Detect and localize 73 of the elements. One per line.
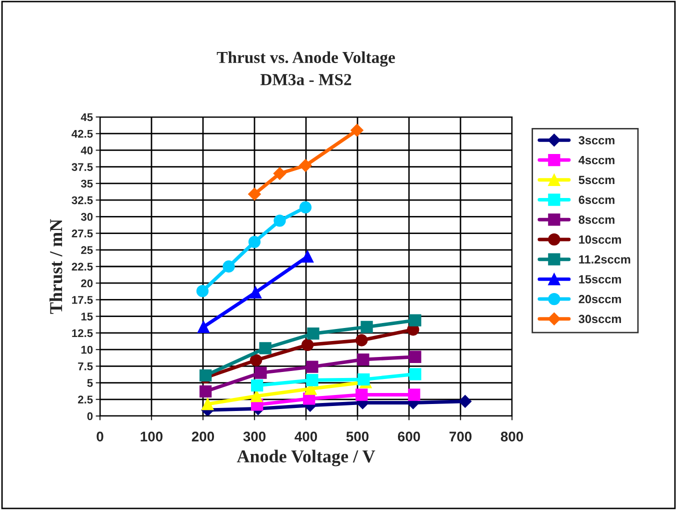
y-tick-label: 27.5 bbox=[72, 230, 93, 238]
legend-label: 30sccm bbox=[578, 314, 621, 324]
y-tick-label: 45 bbox=[80, 113, 93, 122]
y-tick-label: 17.5 bbox=[72, 296, 93, 304]
legend-label: 5sccm bbox=[578, 176, 614, 184]
point bbox=[301, 338, 314, 351]
point bbox=[250, 354, 262, 366]
point bbox=[200, 385, 212, 398]
y-tick-label: 5 bbox=[87, 379, 93, 387]
legend-label: 20sccm bbox=[578, 294, 621, 304]
point bbox=[222, 260, 235, 273]
x-tick-label: 200 bbox=[192, 432, 214, 442]
point bbox=[409, 314, 422, 326]
y-tick-label: 10 bbox=[81, 346, 93, 354]
x-tick-label: 300 bbox=[243, 432, 266, 442]
x-tick-label: 500 bbox=[346, 432, 369, 442]
point bbox=[408, 388, 420, 401]
x-axis-title: Anode Voltage / V bbox=[236, 450, 376, 466]
point bbox=[458, 394, 472, 408]
point bbox=[254, 366, 267, 379]
x-tick-label: 100 bbox=[140, 432, 163, 442]
point bbox=[301, 250, 314, 263]
y-tick-label: 15 bbox=[81, 312, 93, 320]
point bbox=[306, 360, 318, 373]
point bbox=[273, 167, 286, 180]
legend-label: 8sccm bbox=[578, 216, 614, 224]
y-tick-label: 20 bbox=[81, 279, 93, 288]
point bbox=[299, 159, 312, 172]
legend-label: 11.2sccm bbox=[579, 255, 630, 264]
chart-title: Thrust vs. Anode Voltage DM3a - MS2 bbox=[216, 51, 395, 86]
y-tick-label: 25 bbox=[81, 246, 93, 254]
y-axis-title: Thrust / mN bbox=[50, 219, 62, 314]
point bbox=[196, 285, 209, 298]
legend-label: 15sccm bbox=[579, 275, 621, 284]
y-tick-label: 7.5 bbox=[78, 362, 93, 370]
y-tick-label: 40 bbox=[80, 146, 93, 154]
y-tick-label: 35 bbox=[80, 180, 93, 188]
y-tick-label: 22.5 bbox=[72, 262, 93, 271]
point bbox=[350, 124, 364, 137]
y-tick-label: 0 bbox=[87, 412, 93, 420]
x-tick-label: 400 bbox=[294, 432, 318, 442]
point bbox=[248, 188, 261, 200]
x-tick-label: 600 bbox=[398, 432, 420, 442]
y-tick-label: 12.5 bbox=[72, 329, 93, 338]
point bbox=[197, 320, 210, 334]
legend-label: 4sccm bbox=[578, 156, 614, 164]
point bbox=[306, 374, 318, 386]
point bbox=[409, 350, 422, 363]
y-tick-label: 2.5 bbox=[78, 396, 93, 404]
x-tick-label: 800 bbox=[500, 432, 524, 442]
legend-label: 6sccm bbox=[578, 196, 614, 204]
point bbox=[299, 201, 312, 214]
point bbox=[202, 398, 214, 410]
y-tick-label: 42.5 bbox=[72, 130, 93, 138]
point bbox=[356, 388, 368, 401]
point bbox=[358, 373, 370, 386]
point bbox=[249, 286, 262, 298]
y-tick-label: 32.5 bbox=[72, 196, 93, 204]
point bbox=[274, 214, 286, 227]
point bbox=[251, 379, 264, 392]
point bbox=[307, 328, 320, 340]
point bbox=[357, 353, 370, 366]
point bbox=[409, 368, 422, 380]
y-tick-label: 37.5 bbox=[72, 163, 93, 171]
x-tick-label: 700 bbox=[450, 432, 472, 442]
point bbox=[360, 320, 373, 334]
y-tick-label: 30 bbox=[80, 212, 93, 221]
point bbox=[248, 236, 261, 248]
point bbox=[356, 334, 368, 346]
legend-label: 10sccm bbox=[579, 235, 621, 244]
legend-label: 3sccm bbox=[578, 136, 614, 144]
x-tick-label: 0 bbox=[96, 432, 104, 442]
point bbox=[259, 342, 272, 354]
